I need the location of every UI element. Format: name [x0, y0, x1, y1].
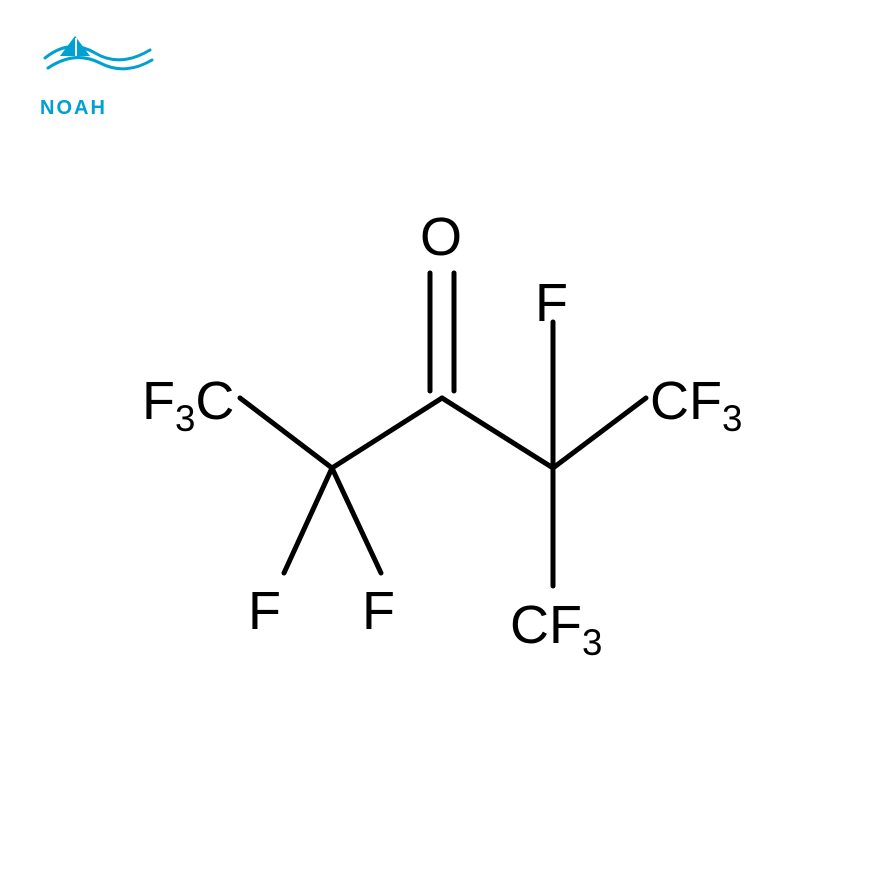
bond-line [553, 398, 646, 468]
atom-label-cf3-lower: CF3 [510, 594, 602, 656]
atom-label-f-lower-mid: F [362, 580, 395, 642]
bond-line [240, 398, 332, 468]
bond-line [332, 398, 442, 468]
atom-label-f-upper-right: F [535, 272, 568, 334]
atom-label-oxygen: O [420, 206, 462, 268]
bond-line [332, 468, 381, 573]
bond-line [284, 468, 332, 573]
chemical-structure [0, 0, 888, 888]
atom-label-f-lower-left: F [248, 580, 281, 642]
bond-line [442, 398, 553, 468]
atom-label-cf3-right: CF3 [650, 370, 742, 432]
atom-label-f3c-left: F3C [142, 370, 234, 432]
